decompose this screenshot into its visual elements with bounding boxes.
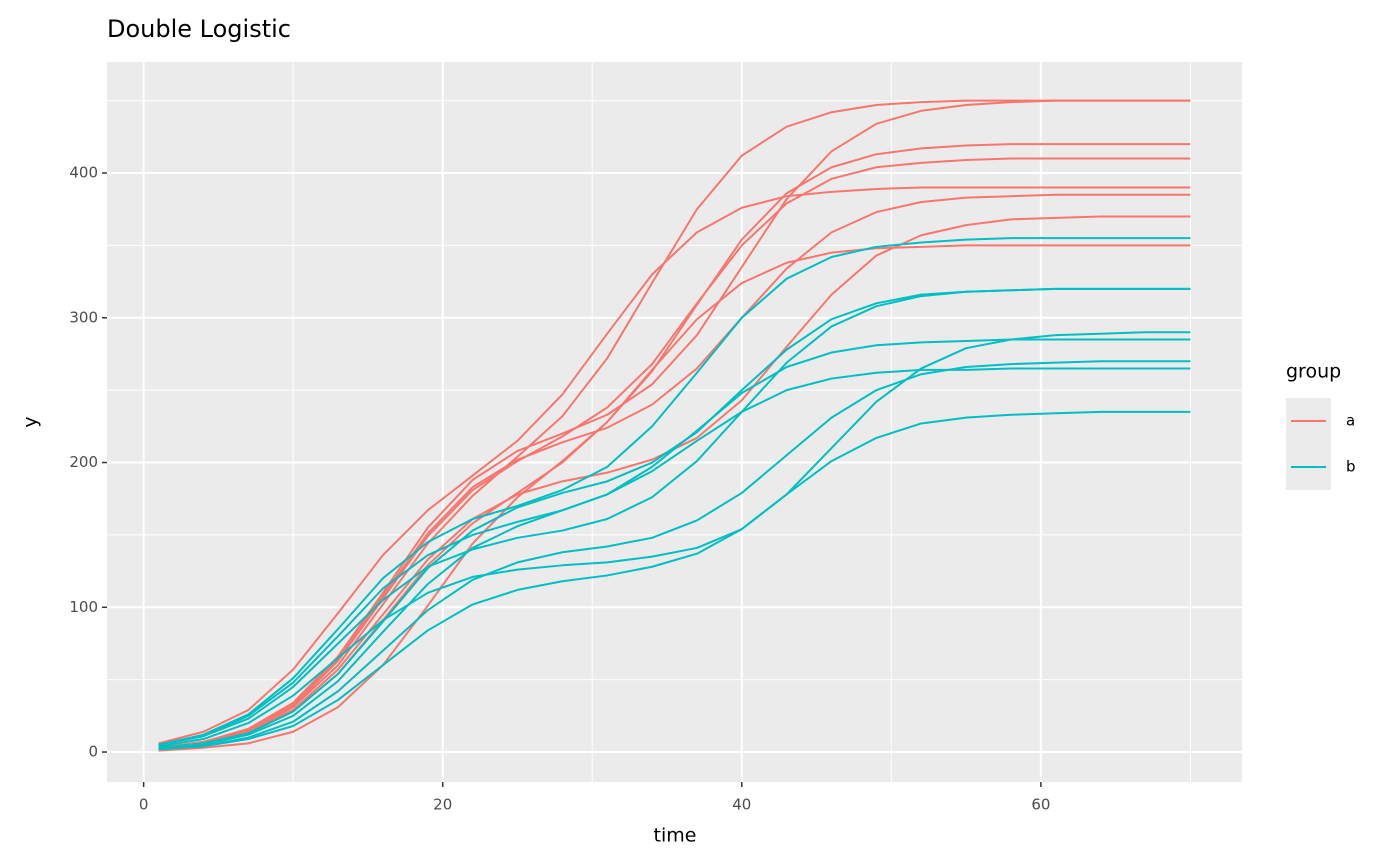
legend-key-background bbox=[1286, 398, 1331, 490]
series-line bbox=[158, 367, 1191, 751]
x-tick-label: 20 bbox=[433, 796, 452, 814]
series-line bbox=[158, 157, 1191, 749]
series-line bbox=[158, 193, 1191, 749]
series-line bbox=[158, 360, 1191, 751]
y-tick-label: 0 bbox=[88, 743, 98, 761]
y-tick-label: 300 bbox=[69, 308, 98, 326]
legend: group a b bbox=[1286, 361, 1356, 490]
series-line bbox=[158, 331, 1191, 748]
series-line bbox=[158, 143, 1191, 752]
chart-title: Double Logistic bbox=[107, 15, 291, 43]
series-line bbox=[158, 99, 1191, 749]
x-tick-label: 0 bbox=[139, 796, 149, 814]
x-tick-label: 60 bbox=[1031, 796, 1050, 814]
series-line bbox=[158, 186, 1191, 745]
series-line bbox=[158, 287, 1191, 749]
y-axis-label: y bbox=[20, 416, 42, 427]
lines bbox=[158, 99, 1191, 752]
series-line bbox=[158, 237, 1191, 746]
grid bbox=[107, 62, 1242, 782]
y-tick-label: 100 bbox=[69, 598, 98, 616]
y-tick-label: 200 bbox=[69, 453, 98, 471]
y-tick-label: 400 bbox=[69, 164, 98, 182]
series-line bbox=[158, 410, 1191, 751]
legend-label: a bbox=[1346, 412, 1355, 430]
x-axis-label: time bbox=[654, 825, 697, 847]
legend-label: b bbox=[1346, 458, 1356, 476]
panel bbox=[107, 62, 1242, 782]
axes: 0 20 40 60 0 100 200 300 400 bbox=[69, 164, 1050, 814]
legend-title: group bbox=[1286, 361, 1341, 383]
x-tick-label: 40 bbox=[732, 796, 751, 814]
